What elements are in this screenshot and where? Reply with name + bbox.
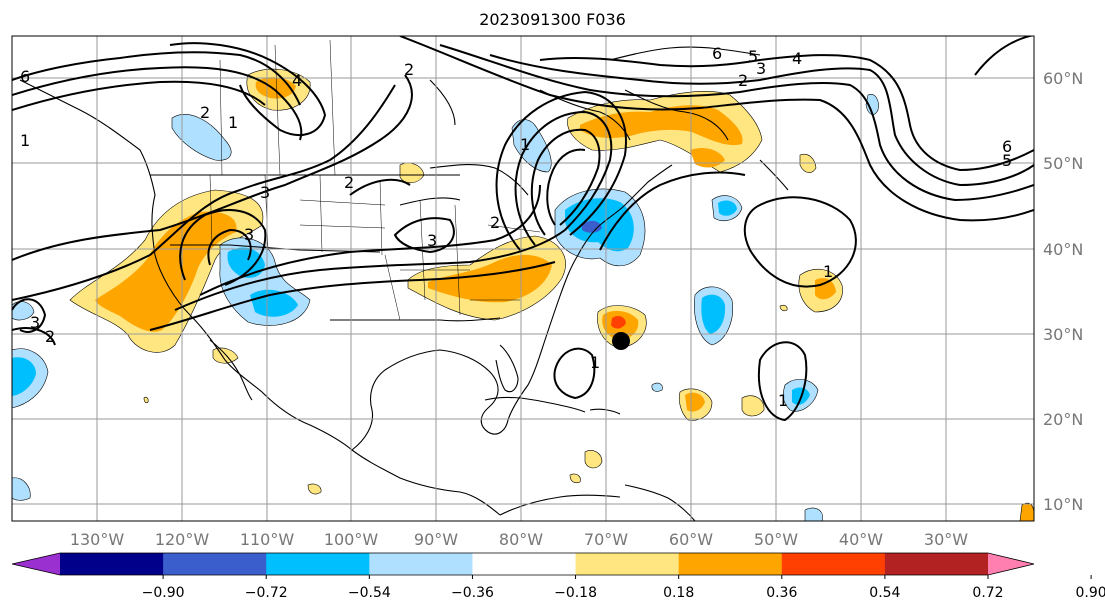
lon-label: 130°W <box>70 530 125 549</box>
colorbar-swatch <box>266 553 370 575</box>
lon-label: 80°W <box>499 530 543 549</box>
contour-label: 1 <box>520 135 530 154</box>
lon-label: 40°W <box>839 530 883 549</box>
colorbar-tick-label: 0.54 <box>869 585 900 601</box>
lon-label: 70°W <box>584 530 628 549</box>
contour-label: 6 <box>20 67 30 86</box>
lon-label: 50°W <box>754 530 798 549</box>
colorbar-tick-label: −0.54 <box>348 585 391 601</box>
colorbar: −0.90 −0.72 −0.54 −0.36 −0.18 0.18 0.36 0.54 0.7… <box>11 552 1105 601</box>
map-title: 2023091300 F036 <box>479 10 626 29</box>
contour-label-group: 6 4 2 1 3 6 5 4 2 3 1 6 5 2 3 3 2 1 3 2 … <box>20 44 1012 410</box>
contour-label: 3 <box>260 183 270 202</box>
contour-label: 3 <box>244 225 254 244</box>
contour-label: 2 <box>200 103 210 122</box>
contour-label: 1 <box>823 262 833 281</box>
colorbar-tick-label: −0.90 <box>142 585 185 601</box>
contour-label: 5 <box>1002 151 1012 170</box>
contour-label: 2 <box>404 60 414 79</box>
contour-label: 6 <box>712 44 722 63</box>
lon-label: 110°W <box>240 530 295 549</box>
lat-label: 10°N <box>1043 495 1083 514</box>
colorbar-swatch <box>884 553 989 575</box>
coastlines <box>19 46 789 521</box>
colorbar-extend-high <box>988 553 1034 575</box>
contour-label: 4 <box>292 71 302 90</box>
lat-lon-grid <box>12 36 1034 521</box>
lon-label: 120°W <box>155 530 210 549</box>
contour-label: 4 <box>792 49 802 68</box>
contour-label: 1 <box>778 391 788 410</box>
contour-label: 3 <box>427 231 437 250</box>
colorbar-swatch <box>60 553 164 575</box>
storm-center-dot <box>612 332 630 350</box>
lat-label: 20°N <box>1043 410 1083 429</box>
colorbar-tick-label: −0.72 <box>245 585 288 601</box>
lon-label: 90°W <box>414 530 458 549</box>
contour-label: 2 <box>45 327 55 346</box>
lat-label: 30°N <box>1043 325 1083 344</box>
colorbar-swatch <box>575 553 680 575</box>
lat-label: 60°N <box>1043 69 1083 88</box>
colorbar-extend-low <box>12 553 60 575</box>
lat-label: 50°N <box>1043 154 1083 173</box>
contour-label: 2 <box>490 213 500 232</box>
lon-label: 60°W <box>669 530 713 549</box>
colorbar-tick-label: −0.36 <box>451 585 494 601</box>
colorbar-swatch <box>369 553 473 575</box>
lat-label: 40°N <box>1043 240 1083 259</box>
colorbar-tick-label: 0.90 <box>1076 585 1105 601</box>
contour-label: 5 <box>748 47 758 66</box>
contour-label: 1 <box>590 353 600 372</box>
contour-label: 1 <box>228 113 238 132</box>
lon-label: 100°W <box>324 530 379 549</box>
colorbar-tick-label: 0.18 <box>663 585 694 601</box>
colorbar-swatch <box>781 553 886 575</box>
contour-label: 2 <box>738 71 748 90</box>
lon-label: 30°W <box>924 530 968 549</box>
colorbar-tick-label: 0.72 <box>972 585 1003 601</box>
colorbar-swatch <box>678 553 783 575</box>
contour-label: 6 <box>1002 137 1012 156</box>
colorbar-swatch <box>472 553 577 575</box>
contour-label: 3 <box>30 313 40 332</box>
contour-label: 1 <box>20 131 30 150</box>
colorbar-swatch <box>163 553 267 575</box>
longitude-labels: 130°W 120°W 110°W 100°W 90°W 80°W 70°W 6… <box>70 530 968 549</box>
colorbar-tick-label: 0.36 <box>766 585 797 601</box>
colorbar-tick-label: −0.18 <box>554 585 597 601</box>
contour-label: 2 <box>344 173 354 192</box>
latitude-labels: 60°N 50°N 40°N 30°N 20°N 10°N <box>1043 69 1083 514</box>
contour-lines <box>12 36 1034 422</box>
state-borders <box>209 39 541 321</box>
contour-label: 3 <box>756 59 766 78</box>
